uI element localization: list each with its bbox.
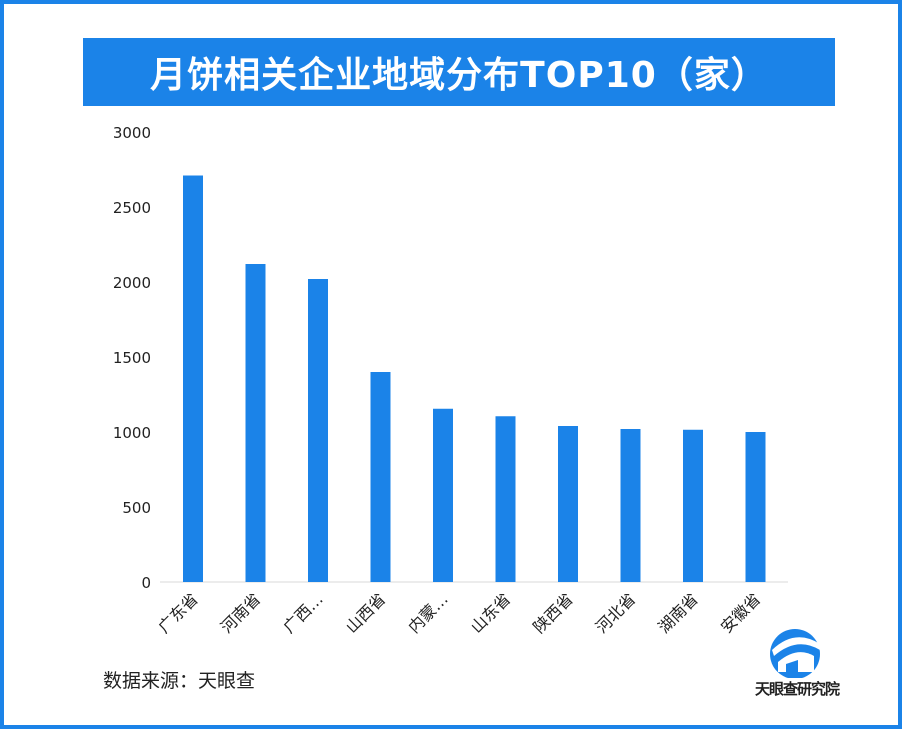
y-tick-label: 3000 xyxy=(113,124,151,142)
bar-8 xyxy=(620,429,641,582)
logo-mark-icon xyxy=(770,629,820,678)
y-tick-label: 1500 xyxy=(113,349,151,367)
bars xyxy=(183,175,766,582)
bar-1 xyxy=(183,175,203,582)
x-axis-labels: 广东省 河南省 广西… 山西省 内蒙… 山东省 陕西省 河北省 湖南省 安徽省 xyxy=(154,589,764,636)
x-category-label: 湖南省 xyxy=(654,589,701,636)
x-category-label: 广东省 xyxy=(154,589,201,636)
y-tick-label: 1000 xyxy=(113,424,151,442)
x-category-label: 河南省 xyxy=(217,589,264,636)
bar-chart: 0 500 1000 1500 2000 2500 3000 广东省 河南省 广西… 山西省 内蒙…… xyxy=(113,124,788,637)
y-tick-label: 0 xyxy=(141,574,151,592)
y-tick-label: 2500 xyxy=(113,199,151,217)
bar-2 xyxy=(245,264,266,582)
bar-4 xyxy=(370,372,391,582)
y-axis-ticks: 0 500 1000 1500 2000 2500 3000 xyxy=(113,124,151,592)
bar-3 xyxy=(308,279,328,582)
bar-6 xyxy=(495,416,516,582)
x-category-label: 山西省 xyxy=(342,589,389,636)
tianyancha-research-logo: 天眼查研究院 xyxy=(742,626,852,706)
y-tick-label: 2000 xyxy=(113,274,151,292)
x-category-label: 山东省 xyxy=(467,589,514,636)
bar-9 xyxy=(683,429,703,582)
x-category-label: 广西… xyxy=(279,589,326,636)
data-source-note: 数据来源：天眼查 xyxy=(103,670,256,692)
x-category-label: 内蒙… xyxy=(404,589,451,636)
x-category-label: 陕西省 xyxy=(529,589,576,636)
logo-wordmark: 天眼查研究院 xyxy=(754,680,840,698)
y-tick-label: 500 xyxy=(122,499,151,517)
x-category-label: 河北省 xyxy=(592,589,639,636)
bar-7 xyxy=(558,426,578,582)
bar-10 xyxy=(745,432,766,582)
chart-title: 月饼相关企业地域分布TOP10（家） xyxy=(150,55,768,96)
bar-5 xyxy=(433,408,453,582)
title-banner: 月饼相关企业地域分布TOP10（家） xyxy=(83,38,835,106)
